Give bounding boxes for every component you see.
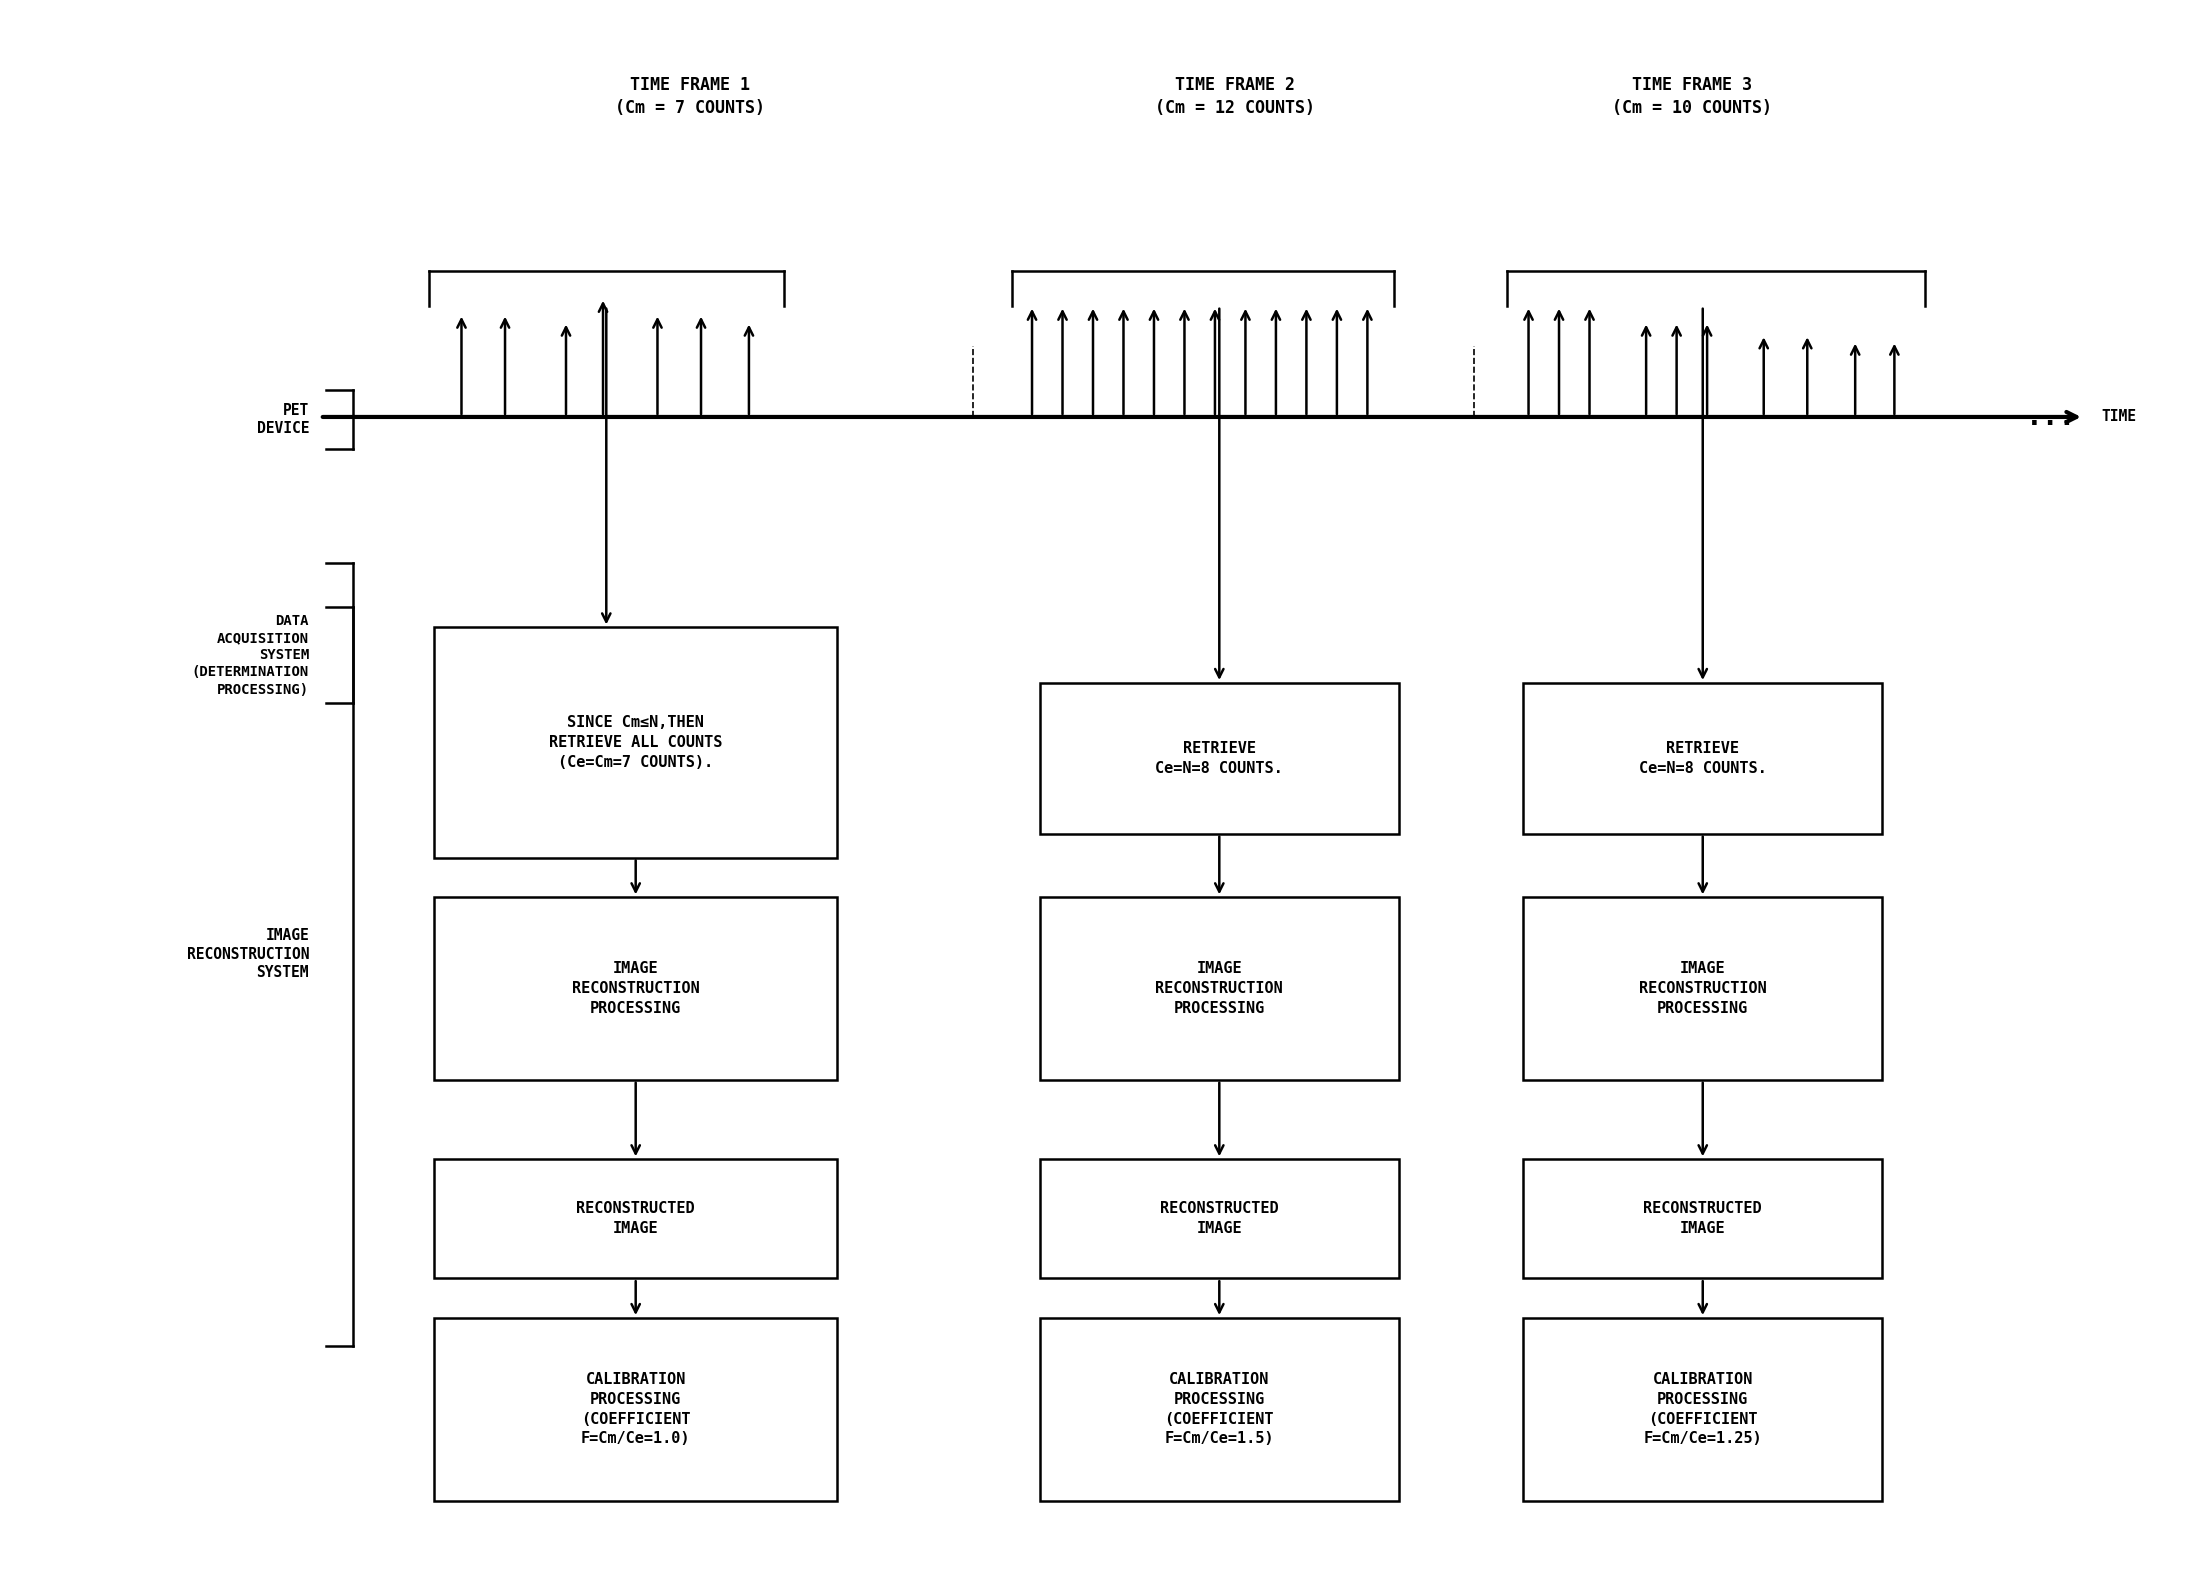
FancyBboxPatch shape [435, 1318, 837, 1500]
FancyBboxPatch shape [1041, 1318, 1399, 1500]
FancyBboxPatch shape [1041, 897, 1399, 1080]
Text: IMAGE
RECONSTRUCTION
SYSTEM: IMAGE RECONSTRUCTION SYSTEM [186, 929, 308, 980]
FancyBboxPatch shape [1524, 683, 1882, 833]
FancyBboxPatch shape [1041, 1159, 1399, 1278]
Text: CALIBRATION
PROCESSING
(COEFFICIENT
F=Cm/Ce=1.25): CALIBRATION PROCESSING (COEFFICIENT F=Cm… [1644, 1373, 1762, 1446]
Text: SINCE Cm≤N,THEN
RETRIEVE ALL COUNTS
(Ce=Cm=7 COUNTS).: SINCE Cm≤N,THEN RETRIEVE ALL COUNTS (Ce=… [549, 715, 721, 769]
Text: TIME FRAME 3
(Cm = 10 COUNTS): TIME FRAME 3 (Cm = 10 COUNTS) [1611, 75, 1773, 117]
Text: RECONSTRUCTED
IMAGE: RECONSTRUCTED IMAGE [577, 1202, 695, 1237]
Text: PET
DEVICE: PET DEVICE [256, 402, 308, 436]
FancyBboxPatch shape [1524, 897, 1882, 1080]
Text: TIME FRAME 1
(Cm = 7 COUNTS): TIME FRAME 1 (Cm = 7 COUNTS) [614, 75, 765, 117]
Text: CALIBRATION
PROCESSING
(COEFFICIENT
F=Cm/Ce=1.5): CALIBRATION PROCESSING (COEFFICIENT F=Cm… [1165, 1373, 1274, 1446]
FancyBboxPatch shape [435, 897, 837, 1080]
Text: TIME: TIME [2101, 410, 2136, 425]
FancyBboxPatch shape [1524, 1318, 1882, 1500]
FancyBboxPatch shape [435, 1159, 837, 1278]
Text: RETRIEVE
Ce=N=8 COUNTS.: RETRIEVE Ce=N=8 COUNTS. [1640, 741, 1766, 776]
Text: IMAGE
RECONSTRUCTION
PROCESSING: IMAGE RECONSTRUCTION PROCESSING [1156, 961, 1283, 1015]
FancyBboxPatch shape [1524, 1159, 1882, 1278]
Text: DATA
ACQUISITION
SYSTEM
(DETERMINATION
PROCESSING): DATA ACQUISITION SYSTEM (DETERMINATION P… [192, 613, 308, 697]
FancyBboxPatch shape [435, 627, 837, 857]
Text: RECONSTRUCTED
IMAGE: RECONSTRUCTED IMAGE [1161, 1202, 1279, 1237]
Text: RETRIEVE
Ce=N=8 COUNTS.: RETRIEVE Ce=N=8 COUNTS. [1156, 741, 1283, 776]
Text: ...: ... [2026, 402, 2077, 431]
Text: TIME FRAME 2
(Cm = 12 COUNTS): TIME FRAME 2 (Cm = 12 COUNTS) [1154, 75, 1314, 117]
Text: IMAGE
RECONSTRUCTION
PROCESSING: IMAGE RECONSTRUCTION PROCESSING [573, 961, 700, 1015]
Text: IMAGE
RECONSTRUCTION
PROCESSING: IMAGE RECONSTRUCTION PROCESSING [1640, 961, 1766, 1015]
Text: RECONSTRUCTED
IMAGE: RECONSTRUCTED IMAGE [1644, 1202, 1762, 1237]
FancyBboxPatch shape [1041, 683, 1399, 833]
Text: CALIBRATION
PROCESSING
(COEFFICIENT
F=Cm/Ce=1.0): CALIBRATION PROCESSING (COEFFICIENT F=Cm… [581, 1373, 691, 1446]
